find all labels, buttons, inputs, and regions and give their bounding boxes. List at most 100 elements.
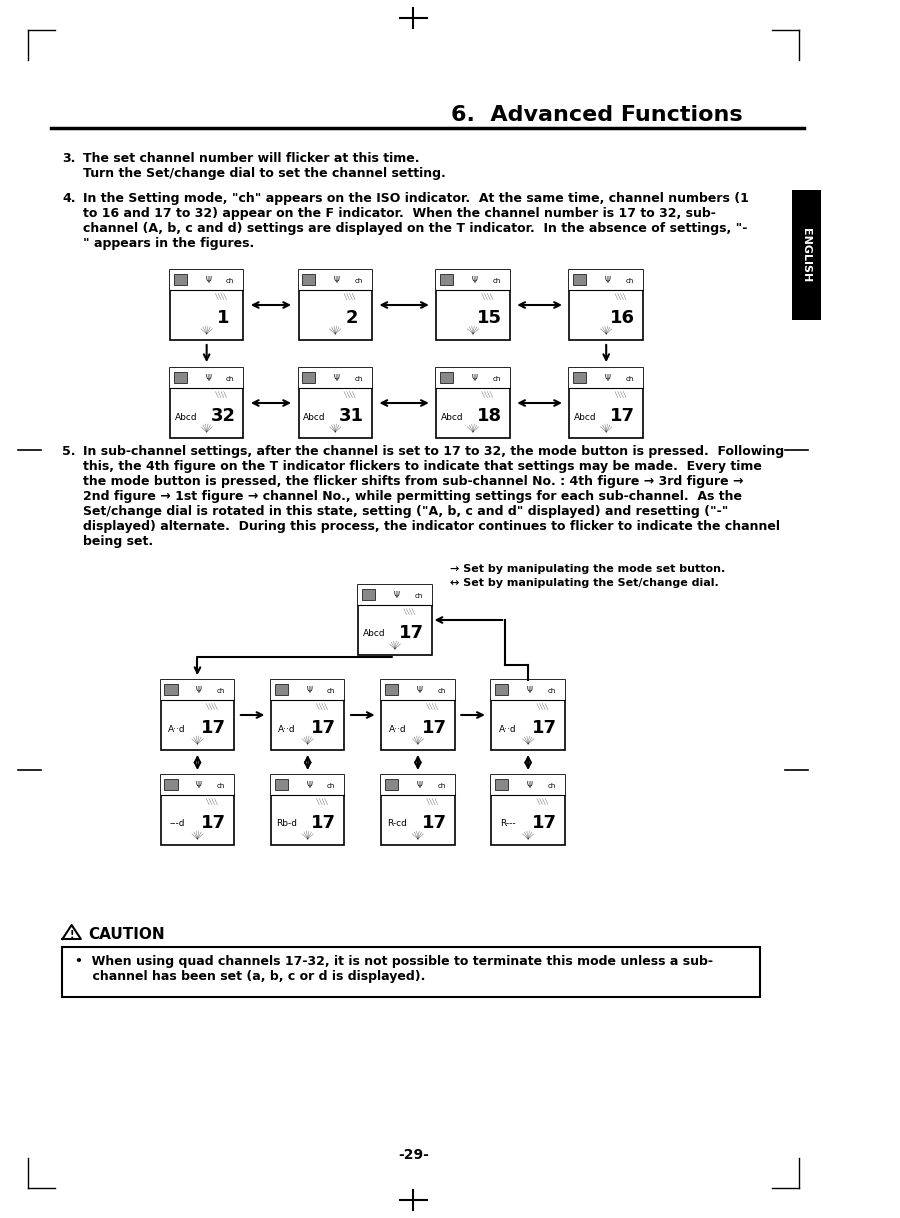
Text: Ψ: Ψ (417, 686, 422, 695)
Text: ch: ch (217, 688, 225, 694)
Bar (174, 274, 187, 285)
Text: ENGLISH: ENGLISH (801, 228, 812, 283)
Bar (170, 270, 243, 340)
Text: Abcd: Abcd (363, 630, 386, 638)
Bar (573, 274, 587, 285)
Text: 31: 31 (339, 407, 364, 425)
Text: R---: R--- (500, 820, 516, 828)
Bar (495, 685, 508, 694)
Bar (161, 775, 234, 794)
Bar (274, 780, 288, 789)
Text: 16: 16 (610, 308, 634, 326)
Text: Ψ: Ψ (205, 374, 212, 384)
Text: ---d: ---d (169, 820, 184, 828)
Text: Ψ: Ψ (417, 781, 422, 790)
Text: Ψ: Ψ (526, 781, 533, 790)
Text: ch: ch (327, 688, 336, 694)
Text: 6.  Advanced Functions: 6. Advanced Functions (451, 105, 742, 125)
Bar (495, 780, 508, 789)
Polygon shape (62, 924, 81, 939)
Text: 17: 17 (201, 719, 226, 737)
Text: being set.: being set. (83, 535, 153, 548)
Bar (302, 274, 315, 285)
Bar (299, 270, 372, 290)
Bar (165, 780, 177, 789)
Text: ch: ch (626, 376, 634, 381)
Text: CAUTION: CAUTION (88, 927, 165, 942)
Text: •  When using quad channels 17-32, it is not possible to terminate this mode unl: • When using quad channels 17-32, it is … (76, 955, 714, 968)
Text: ch: ch (547, 688, 556, 694)
Text: ch: ch (414, 593, 423, 599)
Bar (271, 775, 345, 845)
Text: 18: 18 (477, 407, 501, 425)
Bar (358, 585, 432, 604)
Text: Ψ: Ψ (196, 686, 202, 695)
Text: 17: 17 (421, 814, 446, 832)
Bar (302, 371, 315, 382)
Bar (299, 368, 372, 387)
Text: ch: ch (217, 783, 225, 789)
Bar (170, 270, 243, 290)
Bar (570, 368, 643, 387)
Text: Ψ: Ψ (334, 276, 339, 285)
Bar (440, 274, 454, 285)
Bar (385, 685, 398, 694)
Bar (161, 775, 234, 845)
Text: Turn the Set/change dial to set the channel setting.: Turn the Set/change dial to set the chan… (83, 167, 446, 180)
Text: Ψ: Ψ (605, 374, 610, 384)
Bar (299, 270, 372, 340)
Text: A··d: A··d (278, 725, 296, 733)
Text: 5.: 5. (62, 445, 76, 458)
Bar (299, 368, 372, 438)
Text: ↔ Set by manipulating the Set/change dial.: ↔ Set by manipulating the Set/change dia… (450, 579, 719, 588)
Bar (170, 368, 243, 387)
Text: Abcd: Abcd (441, 413, 464, 421)
Text: 2nd figure → 1st figure → channel No., while permitting settings for each sub-ch: 2nd figure → 1st figure → channel No., w… (83, 490, 742, 503)
Bar (271, 775, 345, 794)
Text: 17: 17 (532, 814, 557, 832)
Text: channel has been set (a, b, c or d is displayed).: channel has been set (a, b, c or d is di… (76, 970, 426, 983)
Bar (491, 775, 565, 794)
Text: !: ! (69, 931, 74, 940)
Text: → Set by manipulating the mode set button.: → Set by manipulating the mode set butto… (450, 564, 725, 574)
Text: Abcd: Abcd (175, 413, 197, 421)
Text: this, the 4th figure on the T indicator flickers to indicate that settings may b: this, the 4th figure on the T indicator … (83, 460, 761, 473)
Text: 17: 17 (532, 719, 557, 737)
Text: Ψ: Ψ (205, 276, 212, 285)
Bar (573, 371, 587, 382)
Text: ch: ch (492, 376, 500, 381)
Text: Set/change dial is rotated in this state, setting ("A, b, c and d" displayed) an: Set/change dial is rotated in this state… (83, 505, 728, 518)
Bar (570, 368, 643, 438)
Text: ch: ch (492, 278, 500, 284)
Bar (165, 685, 177, 694)
Bar (274, 685, 288, 694)
Bar (436, 368, 509, 387)
Bar (385, 780, 398, 789)
Text: Rb-d: Rb-d (276, 820, 298, 828)
Text: Ψ: Ψ (526, 686, 533, 695)
Text: ch: ch (226, 278, 234, 284)
Text: 1: 1 (217, 308, 230, 326)
Bar (382, 775, 454, 845)
Text: 17: 17 (399, 624, 424, 642)
Text: 15: 15 (477, 308, 501, 326)
Text: ch: ch (437, 783, 446, 789)
Text: Ψ: Ψ (306, 781, 312, 790)
Text: ch: ch (626, 278, 634, 284)
Bar (362, 590, 375, 599)
Text: channel (A, b, c and d) settings are displayed on the T indicator.  In the absen: channel (A, b, c and d) settings are dis… (83, 222, 747, 235)
Text: In the Setting mode, "ch" appears on the ISO indicator.  At the same time, chann: In the Setting mode, "ch" appears on the… (83, 192, 749, 205)
Text: -29-: -29- (398, 1149, 428, 1162)
Bar (271, 680, 345, 750)
Text: 4.: 4. (62, 192, 76, 205)
Bar (792, 190, 821, 320)
Text: Ψ: Ψ (334, 374, 339, 384)
Bar (271, 680, 345, 699)
Text: Abcd: Abcd (303, 413, 326, 421)
Text: In sub-channel settings, after the channel is set to 17 to 32, the mode button i: In sub-channel settings, after the chann… (83, 445, 784, 458)
FancyBboxPatch shape (62, 948, 760, 998)
Bar (491, 680, 565, 699)
Text: A··d: A··d (168, 725, 185, 733)
Text: 2: 2 (346, 308, 357, 326)
Text: 17: 17 (311, 814, 337, 832)
